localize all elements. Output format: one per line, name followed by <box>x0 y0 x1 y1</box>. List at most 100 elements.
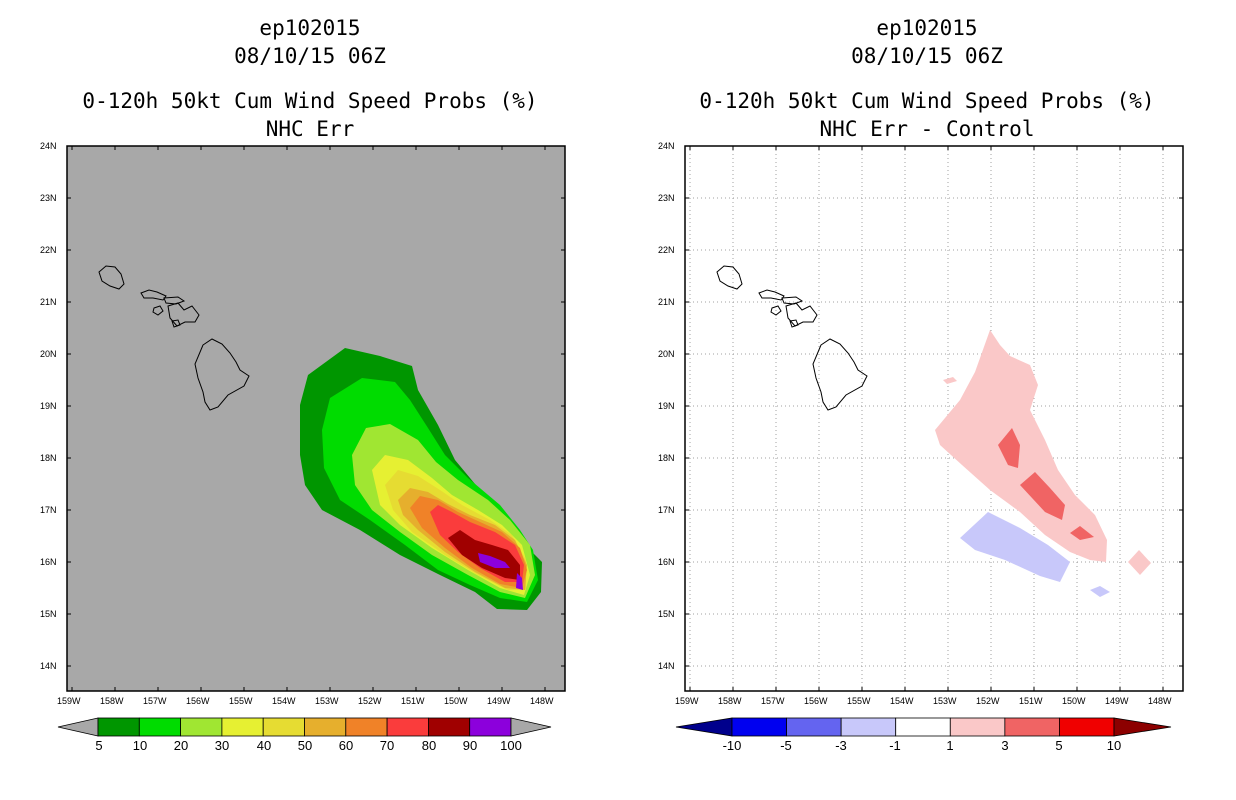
diff-pos-3-5-c <box>1070 526 1094 540</box>
right-map-background <box>685 146 1183 691</box>
lat-label: 16N <box>658 557 675 567</box>
colorbar-label: 5 <box>95 738 103 753</box>
lat-label: 24N <box>40 141 57 151</box>
lat-label: 18N <box>658 453 675 463</box>
lon-label: 154W <box>890 696 914 706</box>
left-colorbar-under-arrow <box>57 717 99 737</box>
colorbar-label: 50 <box>297 738 313 753</box>
lat-label: 22N <box>40 245 57 255</box>
lat-label: 15N <box>40 609 57 619</box>
colorbar-label: 3 <box>1001 738 1009 753</box>
colorbar-label: 40 <box>256 738 272 753</box>
hawaii-big-island-outline-r <box>812 338 868 411</box>
lat-label: 14N <box>658 661 675 671</box>
lon-label: 157W <box>761 696 785 706</box>
maui-outline-r <box>785 302 818 327</box>
left-colorbar-boxes <box>97 717 512 737</box>
lat-label: 23N <box>40 193 57 203</box>
lat-label: 20N <box>40 349 57 359</box>
right-colorbar-boxes <box>731 717 1115 737</box>
colorbar-box <box>427 717 471 737</box>
lon-label: 156W <box>804 696 828 706</box>
diff-neg-1-3-b <box>1090 586 1110 597</box>
colorbar-box <box>895 717 951 737</box>
lon-label: 158W <box>100 696 124 706</box>
left-subtitle: NHC Err <box>265 117 355 141</box>
lon-label: 151W <box>401 696 425 706</box>
contour-90b <box>516 573 523 590</box>
left-product-title: 0-120h 50kt Cum Wind Speed Probs (%) <box>82 89 538 113</box>
diff-pos-3-5-a <box>998 428 1020 468</box>
kahoolawe-outline <box>171 319 181 328</box>
lon-label: 148W <box>1148 696 1172 706</box>
right-colorbar <box>675 717 1172 737</box>
colorbar-label: 60 <box>338 738 354 753</box>
right-subtitle: NHC Err - Control <box>819 117 1035 141</box>
left-axis-ticks <box>67 145 565 691</box>
molokai-outline <box>163 296 186 305</box>
lon-label: 158W <box>718 696 742 706</box>
colorbar-box <box>304 717 347 737</box>
lon-label: 148W <box>530 696 554 706</box>
colorbar-label: 20 <box>173 738 189 753</box>
colorbar-box <box>731 717 787 737</box>
right-difference-contours <box>935 330 1151 597</box>
lon-label: 155W <box>847 696 871 706</box>
left-colorbar-over-arrow <box>510 717 552 737</box>
diff-pos-small-b <box>1128 550 1151 575</box>
right-axis-ticks <box>685 145 1183 691</box>
lon-label: 152W <box>358 696 382 706</box>
lon-label: 159W <box>57 696 81 706</box>
lon-label: 155W <box>229 696 253 706</box>
lat-label: 19N <box>658 401 675 411</box>
left-storm-id: ep102015 <box>259 16 361 40</box>
diff-pos-small-a <box>943 377 957 384</box>
lon-label: 153W <box>933 696 957 706</box>
colorbar-box <box>262 717 305 737</box>
colorbar-box <box>386 717 429 737</box>
colorbar-label: -5 <box>780 738 792 753</box>
lon-label: 149W <box>1105 696 1129 706</box>
lanai-outline <box>152 305 164 316</box>
lat-label: 17N <box>40 505 57 515</box>
left-coastlines <box>98 265 250 411</box>
kahoolawe-outline-r <box>789 319 799 328</box>
lat-label: 22N <box>658 245 675 255</box>
right-product-title: 0-120h 50kt Cum Wind Speed Probs (%) <box>699 89 1155 113</box>
colorbar-label: 5 <box>1055 738 1063 753</box>
colorbar-label: 90 <box>462 738 478 753</box>
molokai-outline-r <box>781 296 804 305</box>
lon-label: 153W <box>315 696 339 706</box>
lat-label: 18N <box>40 453 57 463</box>
contour-90 <box>478 553 510 568</box>
right-coastlines <box>716 265 868 411</box>
colorbar-box <box>180 717 223 737</box>
lat-label: 21N <box>40 297 57 307</box>
colorbar-label: -1 <box>889 738 901 753</box>
maui-outline <box>167 302 200 327</box>
colorbar-box <box>1004 717 1060 737</box>
lat-label: 19N <box>40 401 57 411</box>
kauai-outline-r <box>716 265 743 290</box>
colorbar-box <box>469 717 512 737</box>
lon-label: 156W <box>186 696 210 706</box>
lon-label: 151W <box>1019 696 1043 706</box>
hawaii-big-island-outline <box>194 338 250 411</box>
colorbar-label: 10 <box>1106 738 1122 753</box>
lat-label: 21N <box>658 297 675 307</box>
colorbar-label: -10 <box>722 738 742 753</box>
colorbar-label: 80 <box>421 738 437 753</box>
lon-label: 159W <box>675 696 699 706</box>
left-colorbar <box>57 717 552 737</box>
colorbar-box <box>1059 717 1115 737</box>
colorbar-box <box>138 717 182 737</box>
lat-label: 17N <box>658 505 675 515</box>
right-map <box>684 145 1184 692</box>
lanai-outline-r <box>770 305 782 316</box>
colorbar-box <box>97 717 140 737</box>
colorbar-box <box>786 717 842 737</box>
colorbar-box <box>840 717 897 737</box>
colorbar-label: -3 <box>835 738 847 753</box>
lon-label: 149W <box>487 696 511 706</box>
